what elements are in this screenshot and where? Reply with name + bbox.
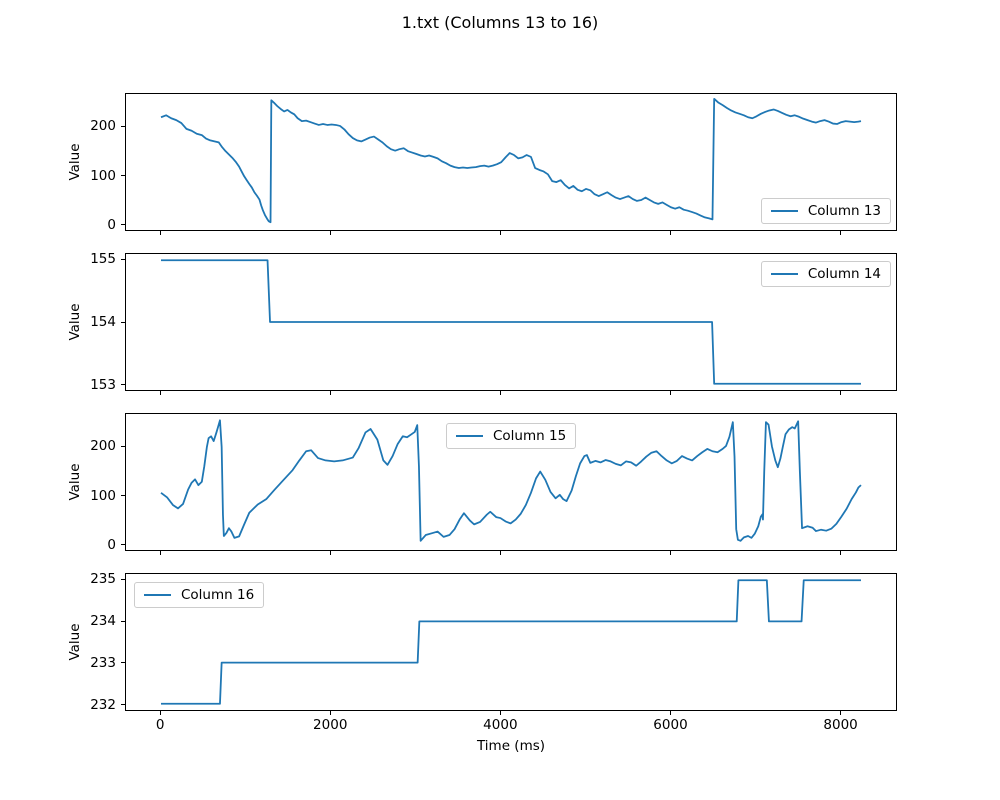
legend-line-sample: [770, 273, 798, 276]
x-tick-label: 6000: [653, 717, 688, 733]
y-tick-mark: [121, 495, 125, 496]
legend-column-15: Column 15: [446, 423, 577, 450]
x-tick-mark: [159, 551, 161, 555]
x-tick-mark: [159, 711, 161, 715]
subplot-column-13: Value Column 13 0 100 200: [0, 93, 1000, 235]
legend-label: Column 16: [181, 587, 255, 603]
x-axis-label: Time (ms): [476, 738, 546, 754]
y-tick-mark: [121, 445, 125, 447]
y-tick-label: 234: [90, 613, 116, 630]
x-tick-label: 8000: [823, 717, 858, 733]
y-tick-mark: [121, 384, 125, 386]
y-tick-label: 233: [90, 654, 116, 671]
y-tick-label: 153: [90, 376, 116, 393]
figure-title: 1.txt (Columns 13 to 16): [401, 13, 599, 32]
x-tick-mark: [669, 711, 671, 715]
y-tick-label: 200: [90, 438, 116, 455]
subplot-column-14: Value Column 14 153 154 155: [0, 251, 1000, 395]
axes-column-15: Column 15: [125, 413, 897, 551]
x-tick-mark: [669, 231, 671, 235]
legend-line-sample: [770, 209, 798, 212]
x-tick-label: 2000: [313, 717, 348, 733]
y-tick-label: 154: [90, 314, 116, 330]
y-tick-label: 155: [90, 251, 116, 268]
axes-column-13: Column 13: [125, 93, 897, 231]
legend-label: Column 13: [807, 202, 881, 219]
y-tick-label: 100: [90, 167, 116, 184]
legend-label: Column 14: [807, 266, 881, 282]
x-tick-mark: [329, 711, 331, 715]
x-tick-mark: [499, 711, 501, 715]
line-plot-column-15: [160, 419, 862, 542]
x-tick-mark: [669, 551, 671, 555]
subplot-column-16: Value Column 16 232 233 234 235 0 2000 4000 600…: [0, 571, 1000, 733]
axes-column-14: Column 14: [125, 253, 897, 391]
legend-column-13: Column 13: [760, 197, 891, 224]
y-tick-mark: [121, 704, 125, 706]
y-tick-mark: [121, 620, 125, 622]
y-tick-mark: [121, 662, 125, 664]
x-tick-label: 4000: [483, 717, 518, 733]
y-tick-mark: [121, 321, 125, 323]
x-tick-mark: [669, 391, 671, 395]
y-tick-label: 235: [90, 571, 116, 588]
y-tick-label: 200: [90, 118, 116, 135]
x-tick-mark: [840, 231, 842, 235]
y-tick-mark: [121, 258, 125, 260]
legend-column-14: Column 14: [760, 261, 891, 288]
x-tick-mark: [159, 391, 161, 395]
legend-line-sample: [144, 594, 171, 597]
y-tick-label: 232: [90, 696, 116, 713]
y-tick-mark: [121, 175, 125, 176]
legend-column-16: Column 16: [134, 582, 265, 609]
y-tick-label: 0: [107, 536, 116, 553]
x-tick-mark: [329, 391, 331, 395]
x-tick-mark: [329, 231, 331, 235]
axes-column-16: Column 16: [125, 573, 897, 711]
x-tick-mark: [840, 711, 842, 715]
legend-label: Column 15: [493, 428, 567, 444]
x-tick-mark: [840, 391, 842, 395]
y-tick-label: 0: [107, 216, 116, 233]
y-tick-mark: [121, 544, 125, 546]
y-tick-mark: [121, 125, 125, 127]
x-tick-mark: [499, 551, 501, 555]
x-tick-mark: [840, 551, 842, 555]
line-plot-column-13: [160, 97, 862, 224]
y-tick-label: 100: [90, 487, 116, 504]
subplot-column-15: Value Column 15 0 100 200: [0, 413, 1000, 555]
x-tick-mark: [499, 391, 501, 395]
legend-line-sample: [456, 435, 483, 438]
y-tick-mark: [121, 578, 125, 580]
line-plot-column-16: [161, 579, 861, 705]
x-tick-mark: [499, 231, 501, 235]
x-tick-mark: [159, 231, 161, 235]
x-tick-label: 0: [155, 717, 165, 733]
y-tick-mark: [121, 224, 125, 226]
x-tick-mark: [329, 551, 331, 555]
line-plot-column-14: [161, 259, 861, 385]
